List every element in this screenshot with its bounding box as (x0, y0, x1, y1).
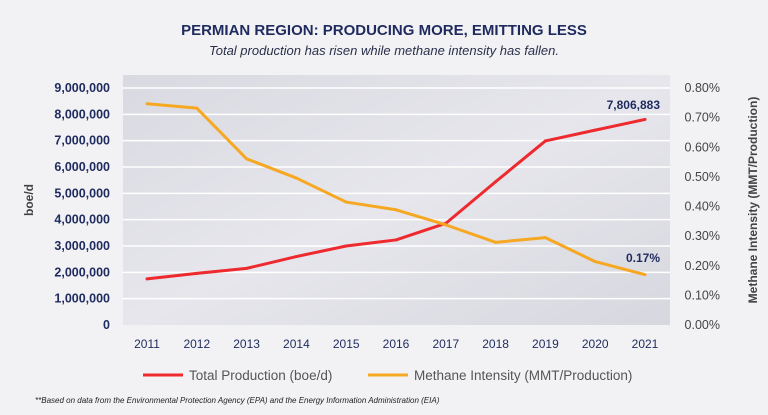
y-tick-label: 4,000,000 (54, 213, 110, 227)
y-axis-right: 0.00% 0.10% 0.20% 0.30% 0.40% 0.50% 0.60% 0.70%… (685, 81, 720, 332)
y2-tick-label: 0.60% (685, 140, 720, 154)
y-tick-label: 0 (103, 318, 110, 332)
y2-axis-label: Methane Intensity (MMT/Production) (746, 97, 760, 304)
methane-point (294, 176, 298, 180)
x-axis: 2011 2012 2013 2014 2015 2016 2017 2018 2019 2020… (134, 337, 659, 351)
methane-point (643, 273, 647, 277)
production-point (593, 128, 597, 132)
production-point (195, 271, 199, 275)
x-tick-label: 2017 (432, 337, 459, 351)
production-point (245, 266, 249, 270)
x-tick-label: 2019 (532, 337, 559, 351)
methane-point (344, 200, 348, 204)
methane-end-label: 0.17% (626, 251, 660, 265)
production-point (494, 180, 498, 184)
methane-point (145, 102, 149, 106)
methane-point (593, 260, 597, 264)
x-tick-label: 2016 (383, 337, 410, 351)
chart-title: PERMIAN REGION: PRODUCING MORE, EMITTING… (181, 22, 587, 39)
methane-point (494, 240, 498, 244)
methane-point (444, 223, 448, 227)
y-tick-label: 9,000,000 (54, 81, 110, 95)
y2-tick-label: 0.10% (685, 288, 720, 302)
y-tick-label: 3,000,000 (54, 239, 110, 253)
production-point (394, 238, 398, 242)
production-point (294, 255, 298, 259)
legend: Total Production (boe/d) Methane Intensi… (143, 368, 632, 383)
production-point (344, 244, 348, 248)
legend-label-production: Total Production (boe/d) (189, 368, 332, 383)
chart-subtitle: Total production has risen while methane… (209, 43, 559, 58)
y-axis-label: boe/d (22, 184, 36, 216)
y-tick-label: 8,000,000 (54, 107, 110, 121)
y2-tick-label: 0.70% (685, 111, 720, 125)
plot-area (123, 75, 670, 325)
x-tick-label: 2013 (233, 337, 260, 351)
y2-tick-label: 0.00% (685, 318, 720, 332)
production-point (145, 277, 149, 281)
y2-tick-label: 0.20% (685, 259, 720, 273)
production-point (643, 117, 647, 121)
x-tick-label: 2012 (183, 337, 210, 351)
x-tick-label: 2015 (333, 337, 360, 351)
production-end-label: 7,806,883 (607, 98, 661, 112)
y2-tick-label: 0.80% (685, 81, 720, 95)
y-tick-label: 1,000,000 (54, 292, 110, 306)
production-point (543, 139, 547, 143)
methane-point (394, 208, 398, 212)
x-tick-label: 2020 (582, 337, 609, 351)
y-tick-label: 6,000,000 (54, 160, 110, 174)
y-tick-label: 5,000,000 (54, 186, 110, 200)
x-tick-label: 2018 (482, 337, 509, 351)
legend-label-methane: Methane Intensity (MMT/Production) (414, 368, 632, 383)
y-tick-label: 7,000,000 (54, 134, 110, 148)
methane-point (245, 157, 249, 161)
y2-tick-label: 0.30% (685, 229, 720, 243)
x-tick-label: 2021 (632, 337, 659, 351)
x-tick-label: 2011 (134, 337, 160, 351)
footnote: **Based on data from the Environmental P… (35, 396, 440, 405)
y-tick-label: 2,000,000 (54, 265, 110, 279)
y-axis-left: 0 1,000,000 2,000,000 3,000,000 4,000,000 5,0… (54, 81, 110, 332)
methane-point (195, 106, 199, 110)
methane-point (543, 236, 547, 240)
y2-tick-label: 0.50% (685, 170, 720, 184)
y2-tick-label: 0.40% (685, 200, 720, 214)
x-tick-label: 2014 (283, 337, 310, 351)
